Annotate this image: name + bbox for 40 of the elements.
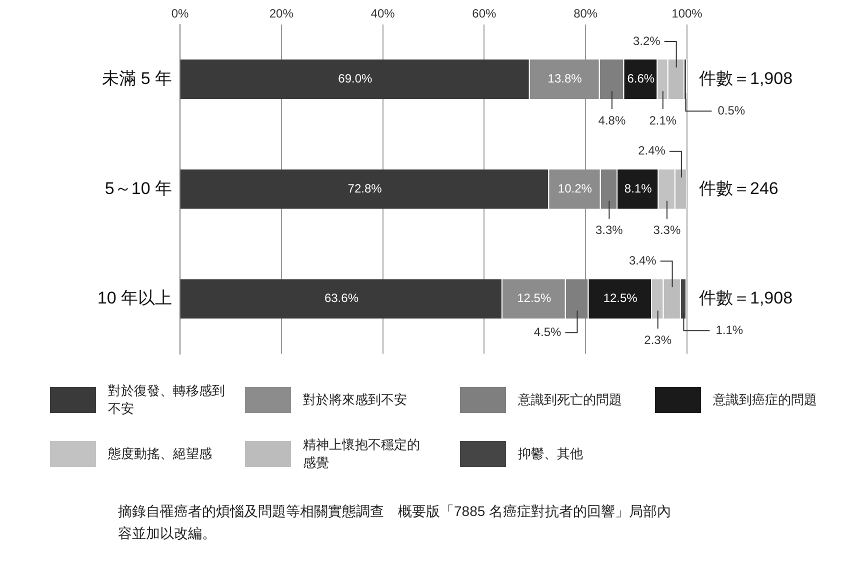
data-label: 13.8% xyxy=(548,72,582,86)
data-label: 63.6% xyxy=(324,291,359,306)
data-label: 3.4% xyxy=(628,253,657,268)
data-label: 3.3% xyxy=(595,223,624,238)
data-label: 2.3% xyxy=(644,332,672,347)
x-tick-label: 80% xyxy=(574,6,598,21)
data-label: 69.0% xyxy=(338,72,373,86)
legend-label: 對於復發、轉移感到不安 xyxy=(108,382,226,418)
legend-label: 意識到癌症的問題 xyxy=(713,391,818,409)
legend-label: 意識到死亡的問題 xyxy=(518,391,623,409)
x-tick-label: 100% xyxy=(672,6,703,21)
data-label: 6.6% xyxy=(627,72,655,86)
y-tick-label: 5～10 年 xyxy=(104,178,172,198)
text: 摘錄自罹癌者的煩惱及問題等相關實態調查 概要版「7885 名癌症對抗者的回響」局部內容並加以改編。 xyxy=(118,502,672,543)
data-label: 12.5% xyxy=(603,291,638,306)
data-label: 10.2% xyxy=(558,181,592,196)
y-tick-label: 未滿 5 年 xyxy=(102,68,172,88)
data-label: 3.3% xyxy=(653,223,681,238)
legend-label: 精神上懷抱不穩定的感覺 xyxy=(303,436,421,472)
data-label: 2.4% xyxy=(638,144,666,158)
text: 件數＝1,908 xyxy=(699,68,793,88)
data-label: 12.5% xyxy=(517,291,552,306)
x-tick-label: 40% xyxy=(370,6,396,21)
y-tick-label: 10 年以上 xyxy=(97,288,172,308)
x-tick-label: 0% xyxy=(171,6,189,21)
legend-label: 抑鬱、其他 xyxy=(518,445,584,463)
x-tick-label: 20% xyxy=(269,6,294,21)
x-tick-label: 60% xyxy=(472,6,497,21)
legend-label: 態度動搖、絕望感 xyxy=(108,445,213,463)
text: 件數＝1,908 xyxy=(699,288,793,308)
data-label: 4.5% xyxy=(534,324,562,339)
data-label: 0.5% xyxy=(718,103,746,118)
data-label: 2.1% xyxy=(649,113,677,128)
data-label: 8.1% xyxy=(624,181,652,196)
data-label: 72.8% xyxy=(348,181,382,196)
text: 件數＝246 xyxy=(699,178,778,198)
legend-label: 對於將來感到不安 xyxy=(303,391,408,409)
data-label: 1.1% xyxy=(716,322,744,337)
data-label: 4.8% xyxy=(598,113,626,128)
data-label: 3.2% xyxy=(632,34,661,48)
